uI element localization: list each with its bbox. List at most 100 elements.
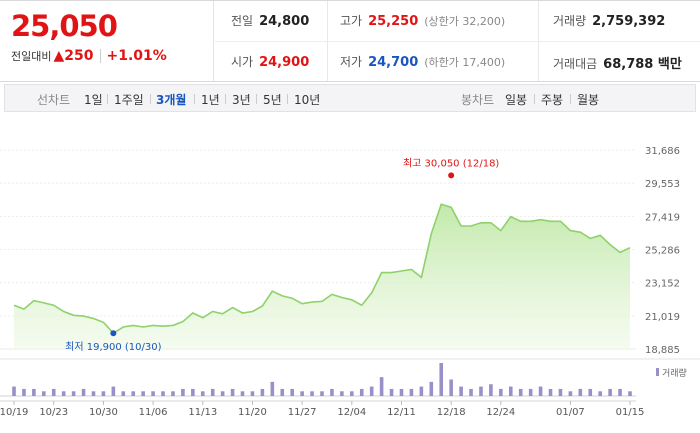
volume-bar (200, 391, 205, 396)
volume-bar (320, 391, 324, 396)
max-price-label: 최고 30,050 (12/18) (403, 157, 499, 169)
trade-amount-value: 68,788 백만 (603, 57, 682, 72)
volume-bar (240, 391, 245, 396)
volume-bar (161, 391, 165, 396)
max-price-dot (448, 172, 455, 179)
volume-bar (439, 363, 444, 396)
divider (287, 94, 288, 104)
volume-bar (350, 391, 354, 396)
candle-tab-weekly[interactable]: 주봉 (541, 93, 564, 107)
volume-bar (618, 388, 622, 396)
trade-amount: 거래대금 68,788 백만 (553, 53, 682, 72)
prev-close-value: 24,800 (259, 14, 310, 29)
divider (194, 94, 195, 104)
divider (256, 94, 257, 104)
upper-limit: (상한가 32,200) (424, 15, 506, 28)
divider (215, 41, 700, 42)
volume-bar (558, 388, 563, 396)
x-tick-label: 12/11 (387, 407, 416, 418)
volume-bar (429, 381, 434, 396)
volume-bar (181, 388, 185, 396)
volume-bar (280, 388, 285, 396)
x-tick-label: 10/19 (0, 407, 28, 418)
y-tick-label: 23,152 (645, 279, 680, 290)
volume-bar (12, 386, 16, 396)
price-panel: 25,050 전일대비 ▲ 250 +1.01% (0, 1, 214, 81)
volume-bar (628, 391, 632, 396)
volume-bar (578, 388, 583, 396)
volume-legend-label: 거래량 (662, 367, 687, 379)
volume-bar (489, 384, 493, 396)
volume-legend-swatch (656, 368, 659, 376)
quote-stats: 전일 24,800 시가 24,900 고가 25,250 (상한가 32,20… (215, 1, 700, 81)
volume: 거래량 2,759,392 (553, 12, 665, 29)
volume-bar (588, 388, 593, 396)
volume-bar (51, 388, 56, 396)
volume-label: 거래량 (553, 14, 587, 28)
change-row: 전일대비 ▲ 250 +1.01% (11, 48, 167, 64)
divider (99, 49, 101, 63)
range-tab-3y[interactable]: 3년 (232, 93, 251, 107)
volume-bar (71, 391, 76, 396)
high-label: 고가 (340, 14, 363, 28)
candle-chart-label: 봉차트 (461, 93, 495, 107)
y-tick-label: 31,686 (645, 146, 680, 157)
volume-bar (151, 391, 155, 396)
volume-bar (389, 388, 394, 396)
range-tab-1w[interactable]: 1주일 (114, 93, 144, 107)
volume-value: 2,759,392 (592, 14, 666, 29)
volume-bar (250, 391, 255, 396)
low-value: 24,700 (368, 55, 419, 70)
volume-bar (270, 381, 275, 396)
volume-bar (548, 388, 553, 396)
extreme-markers: 최고 30,050 (12/18) 최저 19,900 (10/30) (65, 157, 499, 353)
open-label: 시가 (231, 55, 254, 69)
range-tab-10y[interactable]: 10년 (294, 93, 321, 107)
volume-bar (568, 391, 573, 396)
volume-bar (42, 391, 46, 396)
x-tick-label: 10/30 (89, 407, 118, 418)
y-tick-label: 27,419 (645, 212, 680, 223)
range-tab-3m[interactable]: 3개월 (156, 93, 187, 107)
y-tick-label: 25,286 (645, 246, 680, 257)
volume-bar (91, 391, 96, 396)
x-tick-label: 11/06 (139, 407, 168, 418)
quote-header: 25,050 전일대비 ▲ 250 +1.01% 전일 24,800 시가 24… (0, 0, 700, 82)
x-tick-label: 12/24 (486, 407, 515, 418)
x-tick-label: 12/04 (337, 407, 366, 418)
candle-tab-daily[interactable]: 일봉 (505, 93, 528, 107)
price-area-fill (14, 204, 630, 349)
high: 고가 25,250 (상한가 32,200) (340, 12, 505, 29)
x-axis: 10/19 10/23 10/30 11/06 11/13 11/20 11/27 12/04… (0, 400, 645, 418)
volume-bar (230, 388, 235, 396)
change-percent: +1.01% (106, 48, 167, 64)
y-axis: 31,686 29,553 27,419 25,286 23,152 21,019 18,8… (645, 146, 680, 356)
volume-bar (101, 391, 106, 396)
current-price: 25,050 (11, 9, 118, 43)
open: 시가 24,900 (231, 53, 309, 70)
volume-bar (459, 386, 463, 396)
range-tab-1d[interactable]: 1일 (84, 93, 103, 107)
prev-close: 전일 24,800 (231, 12, 309, 29)
x-tick-label: 10/23 (39, 407, 68, 418)
range-tab-5y[interactable]: 5년 (263, 93, 282, 107)
volume-bar (81, 388, 86, 396)
candle-tab-monthly[interactable]: 월봉 (577, 93, 600, 107)
x-tick-label: 01/15 (616, 407, 645, 418)
volume-bar (290, 388, 294, 396)
volume-bar (22, 388, 26, 396)
volume-bar (61, 391, 66, 396)
volume-bar (479, 386, 483, 396)
volume-bar (330, 388, 334, 396)
volume-bar (499, 388, 503, 396)
line-chart-label: 선차트 (37, 93, 71, 107)
y-tick-label: 21,019 (645, 312, 680, 323)
volume-bar (399, 388, 404, 396)
volume-bar (210, 388, 215, 396)
range-tab-1y[interactable]: 1년 (201, 93, 220, 107)
open-value: 24,900 (259, 55, 310, 70)
volume-bar (369, 386, 374, 396)
x-tick-label: 01/07 (556, 407, 585, 418)
change-label: 전일대비 (11, 50, 52, 63)
volume-bar (340, 391, 344, 396)
